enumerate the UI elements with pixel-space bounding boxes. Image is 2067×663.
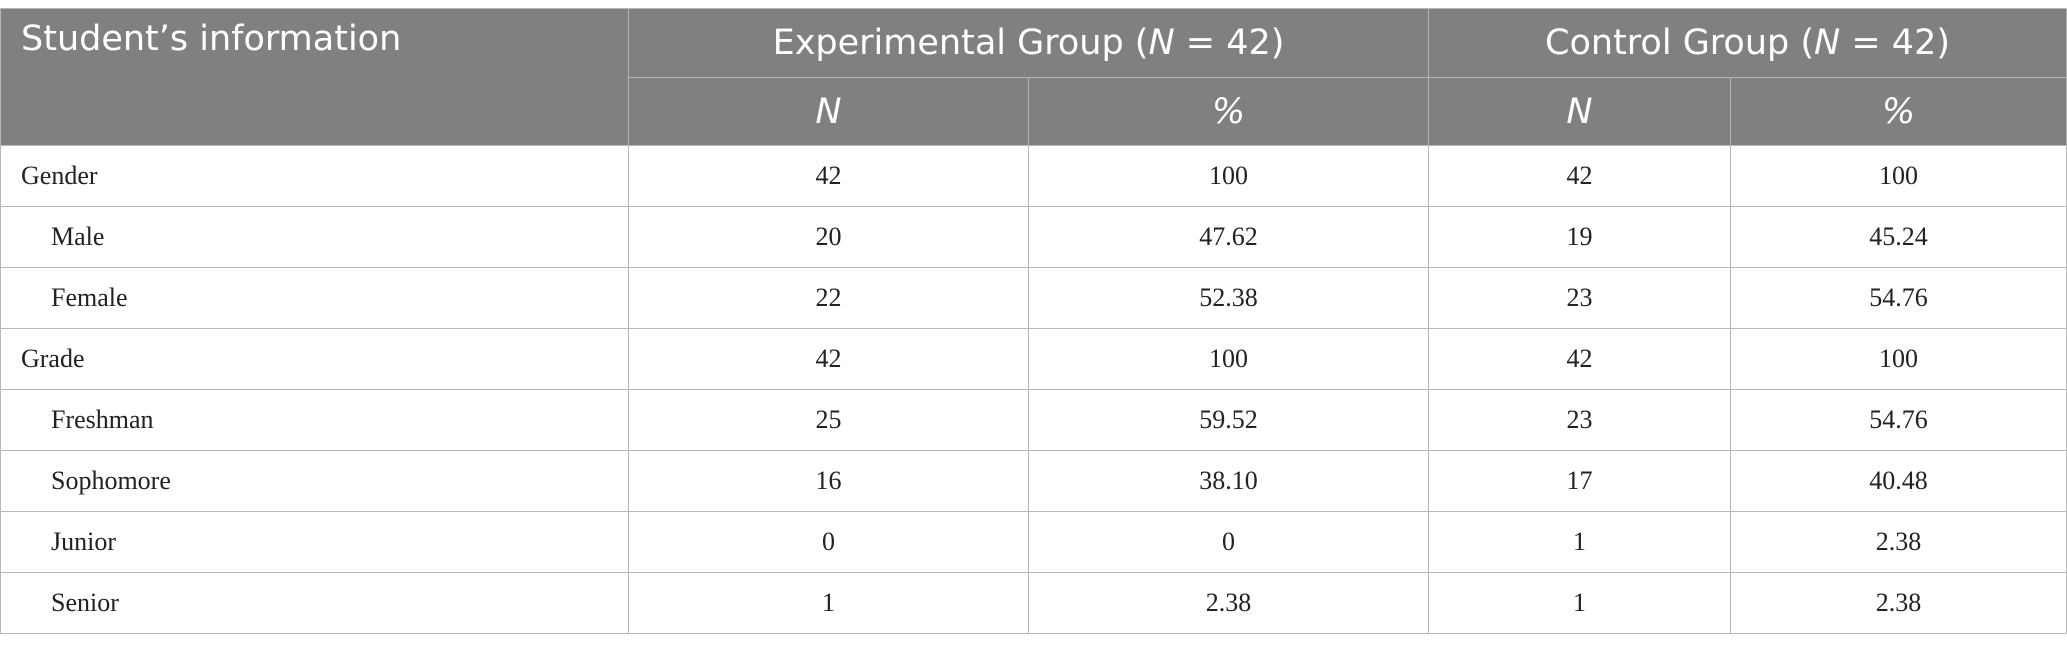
ctrl-group-prefix: Control Group ( [1545,23,1815,63]
row-label: Grade [0,328,629,390]
row-label: Sophomore [0,450,629,512]
cell-ctrl-percent: 100 [1730,328,2067,390]
cell-ctrl-n: 1 [1428,511,1732,573]
cell-exp-percent: 47.62 [1027,206,1430,268]
table-row: Female 22 52.38 23 54.76 [0,267,2067,329]
cell-ctrl-n: 19 [1428,206,1732,268]
cell-ctrl-percent: 45.24 [1730,206,2067,268]
exp-group-n: N [1148,23,1175,63]
cell-exp-percent: 52.38 [1027,267,1430,329]
table-row: Junior 0 0 1 2.38 [0,511,2067,573]
cell-exp-n: 0 [628,511,1029,573]
header-exp-percent: % [1027,77,1430,146]
cell-exp-percent: 2.38 [1027,572,1430,634]
cell-exp-percent: 0 [1027,511,1430,573]
header-row-subcolumns: N % N % [1,77,2067,146]
table-row: Male 20 47.62 19 45.24 [0,206,2067,268]
table-row: Sophomore 16 38.10 17 40.48 [0,450,2067,512]
row-label: Male [0,206,629,268]
cell-ctrl-percent: 54.76 [1730,267,2067,329]
cell-ctrl-n: 42 [1428,145,1732,207]
table-row: Grade 42 100 42 100 [0,328,2067,390]
cell-ctrl-percent: 2.38 [1730,572,2067,634]
table-body: Gender 42 100 42 100 Male 20 47.62 19 45.24 Female… [0,145,2067,634]
header-control-group: Control Group (N = 42) [1428,8,2067,78]
cell-exp-n: 42 [628,145,1029,207]
ctrl-group-suffix: = 42) [1840,23,1950,63]
exp-group-prefix: Experimental Group ( [772,23,1149,63]
table-header: Student’s information Experimental Group… [0,8,2067,146]
row-label: Gender [0,145,629,207]
cell-exp-n: 20 [628,206,1029,268]
row-label: Senior [0,572,629,634]
cell-ctrl-n: 1 [1428,572,1732,634]
cell-ctrl-n: 17 [1428,450,1732,512]
header-row-groups: Student’s information Experimental Group… [0,8,2067,146]
cell-ctrl-percent: 40.48 [1730,450,2067,512]
cell-ctrl-percent: 100 [1730,145,2067,207]
header-exp-n: N [628,77,1029,146]
cell-exp-n: 1 [628,572,1029,634]
cell-exp-percent: 100 [1027,145,1430,207]
header-experimental-group: Experimental Group (N = 42) [627,8,1430,78]
cell-exp-percent: 100 [1027,328,1430,390]
cell-ctrl-n: 23 [1428,389,1732,451]
header-student-information: Student’s information [0,8,629,146]
row-label: Female [0,267,629,329]
ctrl-group-n: N [1814,23,1841,63]
cell-ctrl-percent: 54.76 [1730,389,2067,451]
row-label: Freshman [0,389,629,451]
cell-exp-n: 25 [628,389,1029,451]
cell-exp-n: 42 [628,328,1029,390]
table-row: Senior 1 2.38 1 2.38 [0,572,2067,634]
table-row: Freshman 25 59.52 23 54.76 [0,389,2067,451]
cell-exp-n: 22 [628,267,1029,329]
header-ctrl-percent: % [1730,77,2067,146]
student-info-table: Student’s information Experimental Group… [0,8,2067,634]
exp-group-suffix: = 42) [1174,23,1285,63]
cell-exp-n: 16 [628,450,1029,512]
row-label: Junior [0,511,629,573]
cell-exp-percent: 59.52 [1027,389,1430,451]
table-row: Gender 42 100 42 100 [0,145,2067,207]
cell-ctrl-n: 42 [1428,328,1732,390]
header-ctrl-n: N [1428,77,1732,146]
cell-exp-percent: 38.10 [1027,450,1430,512]
cell-ctrl-n: 23 [1428,267,1732,329]
cell-ctrl-percent: 2.38 [1730,511,2067,573]
